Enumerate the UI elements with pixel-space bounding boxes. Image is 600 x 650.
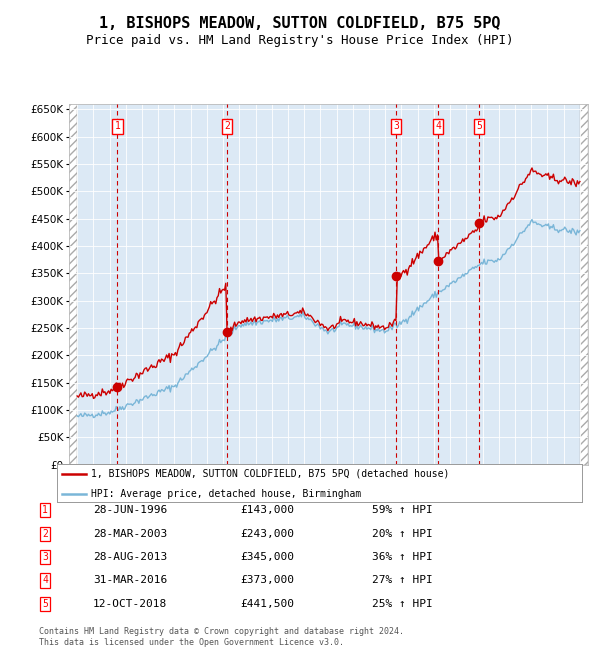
- Text: £243,000: £243,000: [240, 528, 294, 539]
- Text: £373,000: £373,000: [240, 575, 294, 586]
- Text: 20% ↑ HPI: 20% ↑ HPI: [372, 528, 433, 539]
- Text: 2: 2: [224, 122, 230, 131]
- Text: £441,500: £441,500: [240, 599, 294, 609]
- Text: 28-AUG-2013: 28-AUG-2013: [93, 552, 167, 562]
- Text: HPI: Average price, detached house, Birmingham: HPI: Average price, detached house, Birm…: [91, 489, 361, 499]
- Text: £345,000: £345,000: [240, 552, 294, 562]
- Text: 59% ↑ HPI: 59% ↑ HPI: [372, 505, 433, 515]
- Text: 1, BISHOPS MEADOW, SUTTON COLDFIELD, B75 5PQ (detached house): 1, BISHOPS MEADOW, SUTTON COLDFIELD, B75…: [91, 469, 449, 478]
- Text: 28-MAR-2003: 28-MAR-2003: [93, 528, 167, 539]
- Text: 5: 5: [476, 122, 482, 131]
- Text: 1: 1: [115, 122, 121, 131]
- Text: 1, BISHOPS MEADOW, SUTTON COLDFIELD, B75 5PQ: 1, BISHOPS MEADOW, SUTTON COLDFIELD, B75…: [99, 16, 501, 31]
- Text: 36% ↑ HPI: 36% ↑ HPI: [372, 552, 433, 562]
- Text: 25% ↑ HPI: 25% ↑ HPI: [372, 599, 433, 609]
- Text: 3: 3: [42, 552, 48, 562]
- Text: This data is licensed under the Open Government Licence v3.0.: This data is licensed under the Open Gov…: [39, 638, 344, 647]
- Text: 4: 4: [42, 575, 48, 586]
- Text: 12-OCT-2018: 12-OCT-2018: [93, 599, 167, 609]
- Text: 3: 3: [393, 122, 399, 131]
- Text: £143,000: £143,000: [240, 505, 294, 515]
- Text: 4: 4: [435, 122, 441, 131]
- Text: Price paid vs. HM Land Registry's House Price Index (HPI): Price paid vs. HM Land Registry's House …: [86, 34, 514, 47]
- Text: 2: 2: [42, 528, 48, 539]
- Text: 31-MAR-2016: 31-MAR-2016: [93, 575, 167, 586]
- Text: 1: 1: [42, 505, 48, 515]
- Text: 28-JUN-1996: 28-JUN-1996: [93, 505, 167, 515]
- Text: Contains HM Land Registry data © Crown copyright and database right 2024.: Contains HM Land Registry data © Crown c…: [39, 627, 404, 636]
- Text: 5: 5: [42, 599, 48, 609]
- Text: 27% ↑ HPI: 27% ↑ HPI: [372, 575, 433, 586]
